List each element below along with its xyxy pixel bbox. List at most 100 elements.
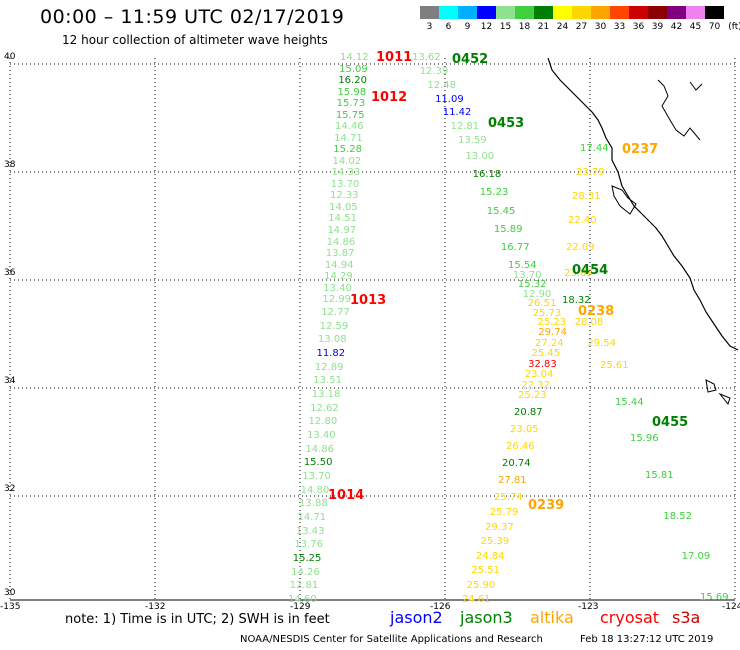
pass-time-label: 0239 — [528, 498, 565, 513]
track-middle-value: 25.39 — [480, 536, 510, 548]
legend-label-18: 18 — [518, 22, 531, 32]
legend-swatch-9 — [458, 6, 477, 19]
pass-time-label: 1014 — [328, 488, 365, 503]
track-west-value: 13.70 — [330, 178, 360, 190]
note-text: note: 1) Time is in UTC; 2) SWH is in fe… — [65, 612, 330, 627]
track-west-value: 12.33 — [329, 190, 359, 202]
track-middle-value: 25.51 — [471, 565, 500, 577]
coastline-islands — [705, 379, 731, 406]
track-middle-value: 25.74 — [494, 491, 523, 503]
satellite-cryosat: cryosat — [600, 608, 660, 627]
track-middle-value: 13.00 — [465, 151, 495, 163]
track-west-value: 13.08 — [318, 334, 347, 346]
track-west-value: 15.09 — [339, 63, 368, 75]
credit-text: NOAA/NESDIS Center for Satellite Applica… — [240, 634, 543, 645]
track-coastal-value: 22.09 — [566, 241, 595, 253]
legend-swatch-3 — [420, 6, 439, 19]
track-coastal-value: 25.61 — [600, 360, 629, 371]
track-west-value: 14.80 — [300, 484, 330, 496]
legend-swatch-36 — [629, 6, 648, 19]
legend-swatch-42 — [667, 6, 686, 19]
legend-label-24: 24 — [556, 22, 569, 32]
lon-label: -124 — [722, 602, 740, 612]
track-middle-value: 25.23 — [518, 390, 547, 401]
track-coastal-value: 18.52 — [663, 510, 692, 522]
track-west-value: 13.87 — [325, 248, 355, 260]
legend-label-3: 3 — [426, 22, 433, 32]
track-west-value: 13.18 — [311, 388, 341, 400]
legend-swatch-15 — [496, 6, 515, 19]
track-middle-value: 16.77 — [500, 241, 530, 253]
pass-time-label: 0452 — [452, 52, 489, 67]
lat-label: 38 — [4, 160, 16, 170]
satellite-jason3: jason3 — [460, 608, 513, 627]
track-coastal-value: 18.32 — [562, 295, 591, 306]
track-west-value: 15.50 — [303, 457, 333, 469]
lat-label: 30 — [4, 588, 16, 598]
track-west-value: 14.29 — [324, 271, 353, 283]
track-coastal-value: 28.31 — [572, 191, 601, 202]
legend-label-42: 42 — [670, 22, 683, 32]
track-middle-value: 27.81 — [498, 474, 527, 486]
track-middle-value: 26.51 — [527, 298, 557, 310]
track-west-value: 12.77 — [321, 306, 350, 318]
pass-time-label: 0454 — [572, 263, 609, 278]
track-middle-value: 12.48 — [427, 79, 457, 91]
pass-time-label: 0237 — [622, 142, 659, 157]
track-middle-value: 20.74 — [502, 457, 531, 469]
legend-label-36: 36 — [632, 22, 645, 32]
pass-time-label: 1011 — [376, 50, 413, 65]
coastline-bay — [611, 185, 637, 215]
coastline-inland — [657, 79, 701, 141]
track-west-value: 12.99 — [322, 294, 352, 306]
legend-swatch-33 — [610, 6, 629, 19]
track-middle-value: 13.59 — [458, 135, 487, 147]
legend-swatch-21 — [534, 6, 553, 19]
track-middle-value: 16.18 — [472, 169, 502, 181]
track-west-value: 13.40 — [306, 429, 336, 441]
lon-label: -132 — [145, 602, 166, 612]
track-middle-value: 25.79 — [489, 507, 519, 519]
lat-label: 34 — [4, 376, 16, 386]
map-subtitle: 12 hour collection of altimeter wave hei… — [62, 33, 328, 47]
track-coastal-value: 15.44 — [615, 396, 644, 408]
track-coastal-value: 29.54 — [587, 338, 616, 350]
legend-swatch-30 — [591, 6, 610, 19]
track-west-value: 15.75 — [335, 109, 365, 121]
track-middle-value: 25.45 — [531, 348, 561, 360]
track-middle-value: 20.87 — [514, 406, 543, 418]
track-coastal-value: 23.89 — [564, 268, 593, 280]
track-west-value: 13.43 — [295, 525, 325, 537]
track-west-value: 13.51 — [313, 375, 342, 387]
track-middle-value: 24.84 — [475, 550, 505, 562]
track-middle-value: 12.81 — [450, 121, 480, 133]
legend-swatch-12 — [477, 6, 496, 19]
track-coastal-value: 15.96 — [630, 433, 659, 445]
track-middle-value: 11.09 — [435, 93, 464, 105]
track-middle-value: 23.04 — [524, 369, 554, 381]
legend-label-39: 39 — [651, 22, 664, 32]
track-west-value: 15.25 — [292, 552, 322, 564]
track-middle-value: 15.45 — [486, 205, 516, 217]
lon-label: -129 — [290, 602, 311, 612]
track-west-value: 12.89 — [314, 361, 344, 373]
lat-lon-grid — [9, 58, 736, 601]
track-middle-value: 23.05 — [510, 423, 539, 435]
legend-label-21: 21 — [537, 22, 550, 32]
track-west-value: 12.62 — [310, 402, 339, 414]
track-middle-value: 24.61 — [462, 594, 491, 605]
legend-swatch-6 — [439, 6, 458, 19]
track-middle-value: 27.24 — [534, 337, 564, 349]
track-west-value: 14.94 — [324, 259, 354, 271]
track-coastal-value: 15.81 — [645, 470, 674, 481]
track-middle-value: 15.23 — [479, 187, 509, 199]
track-west-value: 14.12 — [340, 52, 369, 63]
lon-label: -123 — [578, 602, 599, 612]
satellite-altika: altika — [530, 608, 574, 627]
legend-label-15: 15 — [499, 22, 512, 32]
track-middle-value: 15.32 — [517, 279, 547, 291]
track-west-value: 14.71 — [297, 511, 327, 523]
track-middle-value: 15.89 — [493, 223, 523, 235]
track-west-value: 15.73 — [336, 98, 366, 110]
